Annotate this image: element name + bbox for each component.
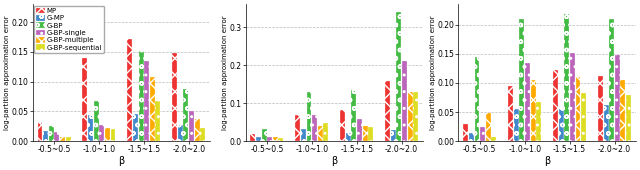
Bar bbox=[184, 89, 188, 141]
Bar bbox=[474, 57, 479, 141]
Bar bbox=[346, 133, 351, 141]
Bar bbox=[83, 58, 88, 141]
Bar bbox=[469, 133, 474, 141]
Bar bbox=[570, 53, 575, 141]
Bar bbox=[615, 55, 620, 141]
Bar bbox=[609, 19, 614, 141]
Bar bbox=[268, 137, 272, 141]
Bar bbox=[604, 105, 609, 141]
Bar bbox=[357, 119, 362, 141]
Bar bbox=[262, 129, 267, 141]
Bar bbox=[256, 138, 261, 141]
Bar bbox=[536, 102, 541, 141]
Bar bbox=[531, 80, 536, 141]
Bar bbox=[250, 134, 255, 141]
Bar bbox=[60, 137, 65, 141]
Bar bbox=[66, 137, 70, 141]
Bar bbox=[178, 125, 183, 141]
Bar bbox=[351, 90, 356, 141]
Bar bbox=[340, 110, 345, 141]
Bar bbox=[273, 138, 278, 141]
Bar bbox=[598, 76, 603, 141]
Bar bbox=[93, 101, 99, 141]
Bar bbox=[301, 129, 306, 141]
Bar bbox=[144, 61, 149, 141]
Bar bbox=[312, 115, 317, 141]
Y-axis label: log-partition approximation error: log-partition approximation error bbox=[4, 15, 10, 130]
Bar bbox=[368, 127, 373, 141]
Bar bbox=[307, 92, 312, 141]
Bar bbox=[38, 123, 42, 141]
X-axis label: β: β bbox=[544, 156, 550, 166]
Bar bbox=[133, 114, 138, 141]
Y-axis label: log-partition approximation error: log-partition approximation error bbox=[222, 15, 228, 130]
Bar bbox=[111, 129, 115, 141]
Bar bbox=[564, 14, 569, 141]
Bar bbox=[43, 131, 48, 141]
Bar bbox=[413, 92, 418, 141]
Bar bbox=[195, 119, 200, 141]
Bar bbox=[463, 124, 468, 141]
Bar bbox=[385, 81, 390, 141]
Bar bbox=[402, 61, 407, 141]
Bar bbox=[278, 138, 284, 141]
Bar bbox=[54, 132, 60, 141]
Bar bbox=[200, 128, 205, 141]
Bar bbox=[363, 126, 367, 141]
Bar bbox=[559, 109, 564, 141]
Bar bbox=[626, 95, 631, 141]
Bar bbox=[581, 94, 586, 141]
Y-axis label: log-partition approximation error: log-partition approximation error bbox=[430, 15, 436, 130]
Bar bbox=[492, 137, 496, 141]
Bar bbox=[391, 130, 396, 141]
Bar bbox=[139, 51, 143, 141]
Legend: MP, G-MP, G-BP, G-BP-single, G-BP-multiple, G-BP-sequential: MP, G-MP, G-BP, G-BP-single, G-BP-multip… bbox=[34, 6, 104, 53]
Bar bbox=[88, 115, 93, 141]
X-axis label: β: β bbox=[331, 156, 337, 166]
Bar bbox=[396, 12, 401, 141]
Bar bbox=[575, 77, 580, 141]
Bar bbox=[480, 127, 485, 141]
Bar bbox=[127, 39, 132, 141]
Bar bbox=[189, 112, 194, 141]
Bar bbox=[156, 101, 161, 141]
Bar bbox=[486, 113, 491, 141]
Bar bbox=[172, 53, 177, 141]
Bar bbox=[514, 109, 519, 141]
Bar bbox=[99, 125, 104, 141]
Bar bbox=[49, 126, 54, 141]
Bar bbox=[323, 123, 328, 141]
Bar bbox=[508, 86, 513, 141]
Bar bbox=[520, 19, 524, 141]
Bar bbox=[525, 63, 530, 141]
Bar bbox=[295, 115, 300, 141]
Bar bbox=[105, 128, 110, 141]
Bar bbox=[553, 70, 558, 141]
Bar bbox=[620, 80, 625, 141]
Bar bbox=[150, 77, 155, 141]
Bar bbox=[318, 126, 323, 141]
X-axis label: β: β bbox=[118, 156, 125, 166]
Bar bbox=[408, 92, 413, 141]
